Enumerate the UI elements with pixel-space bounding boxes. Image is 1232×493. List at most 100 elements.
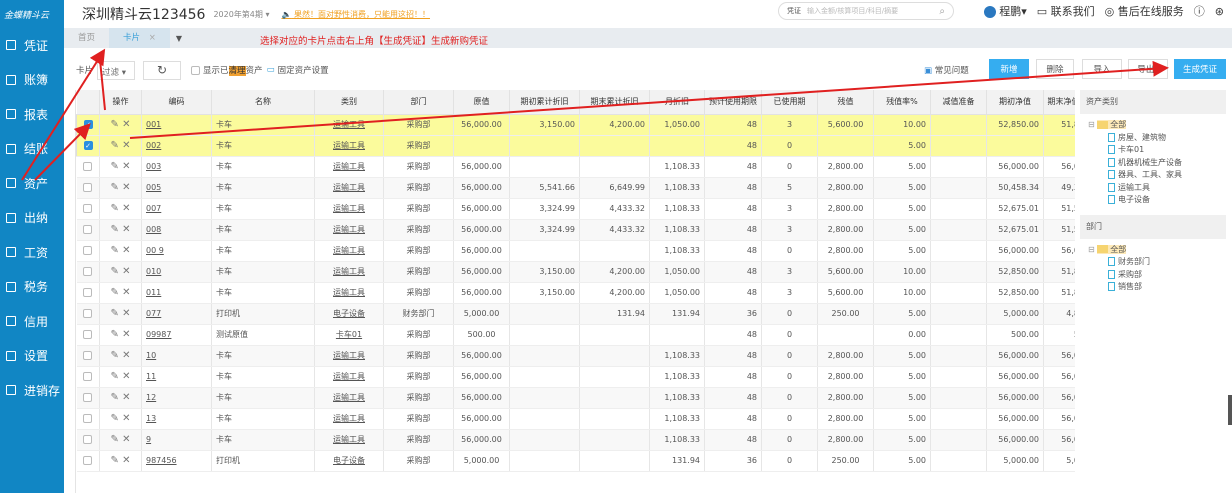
category-item[interactable]: 房屋、建筑物: [1088, 132, 1218, 145]
sidebar-item-6[interactable]: 工资: [0, 235, 64, 270]
card-code-link[interactable]: 008: [146, 225, 162, 234]
row-checkbox[interactable]: [83, 246, 93, 255]
column-header[interactable]: 原值: [453, 90, 510, 115]
delete-icon[interactable]: ✕: [122, 161, 131, 172]
category-item[interactable]: 运输工具: [1088, 182, 1218, 195]
column-header[interactable]: 操作: [99, 90, 142, 115]
delete-icon[interactable]: ✕: [122, 266, 131, 277]
user-menu[interactable]: 程鹏▾: [983, 3, 1027, 19]
row-checkbox[interactable]: [83, 288, 93, 297]
generate-voucher-button[interactable]: 生成凭证: [1174, 59, 1226, 79]
chevron-down-icon[interactable]: ▼: [175, 33, 183, 43]
delete-icon[interactable]: ✕: [122, 413, 131, 424]
edit-icon[interactable]: ✎: [110, 392, 119, 403]
sidebar-item-9[interactable]: 设置: [0, 339, 64, 374]
add-button[interactable]: 新增: [989, 59, 1029, 79]
collapse-icon[interactable]: ⊟: [1088, 244, 1095, 254]
delete-button[interactable]: 删除: [1036, 59, 1074, 79]
edit-icon[interactable]: ✎: [110, 350, 119, 361]
delete-icon[interactable]: ✕: [122, 140, 131, 151]
period-selector[interactable]: 2020年第4期 ▾: [213, 9, 270, 19]
show-cleared-checkbox[interactable]: [191, 65, 201, 75]
company-name[interactable]: 深圳精斗云123456: [82, 7, 206, 23]
sidebar-item-5[interactable]: 出纳: [0, 201, 64, 236]
column-header[interactable]: 部门: [383, 90, 454, 115]
export-button[interactable]: 导出▾: [1128, 59, 1168, 79]
collapse-icon[interactable]: ⊟: [1088, 120, 1095, 129]
table-row[interactable]: ✎ ✕ 00 9 卡车 运输工具 采购部 56,000.00 1,108.33 48 0 2,80…: [76, 240, 1075, 262]
more-icon[interactable]: ⊛: [1214, 4, 1224, 18]
scrollbar[interactable]: [1228, 395, 1232, 425]
delete-icon[interactable]: ✕: [122, 350, 131, 361]
column-header[interactable]: 期初累计折旧: [509, 90, 580, 115]
delete-icon[interactable]: ✕: [122, 329, 131, 340]
edit-icon[interactable]: ✎: [110, 329, 119, 340]
column-header[interactable]: 残值: [817, 90, 874, 115]
card-code-link[interactable]: 011: [146, 288, 162, 297]
edit-icon[interactable]: ✎: [110, 203, 119, 214]
close-icon[interactable]: ×: [148, 33, 156, 43]
card-code-link[interactable]: 13: [146, 414, 157, 423]
column-header[interactable]: 残值率%: [873, 90, 931, 115]
edit-icon[interactable]: ✎: [110, 119, 119, 130]
row-checkbox[interactable]: [83, 309, 93, 318]
table-row[interactable]: ✎ ✕ 011 卡车 运输工具 采购部 56,000.00 3,150.00 4,200.00…: [76, 282, 1075, 304]
card-code-link[interactable]: 12: [146, 393, 157, 402]
filter-select[interactable]: 过滤 ▾: [97, 60, 136, 80]
edit-icon[interactable]: ✎: [110, 182, 119, 193]
service-button[interactable]: ◎ 售后在线服务: [1105, 3, 1184, 19]
row-checkbox[interactable]: [83, 162, 93, 171]
row-checkbox[interactable]: [83, 456, 93, 465]
sidebar-item-2[interactable]: 报表: [0, 97, 64, 132]
row-checkbox[interactable]: [83, 204, 93, 213]
column-header[interactable]: 期初净值: [986, 90, 1044, 115]
edit-icon[interactable]: ✎: [110, 413, 119, 424]
delete-icon[interactable]: ✕: [122, 392, 131, 403]
category-item[interactable]: 机器机械生产设备: [1088, 157, 1218, 170]
delete-icon[interactable]: ✕: [122, 287, 131, 298]
refresh-button[interactable]: ↻: [143, 60, 182, 80]
card-code-link[interactable]: 002: [146, 141, 162, 150]
card-code-link[interactable]: 007: [146, 204, 162, 213]
table-row[interactable]: ✎ ✕ 003 卡车 运输工具 采购部 56,000.00 1,108.33 48 0 2,800…: [76, 156, 1075, 178]
edit-icon[interactable]: ✎: [110, 287, 119, 298]
row-checkbox[interactable]: [83, 414, 93, 423]
edit-icon[interactable]: ✎: [110, 161, 119, 172]
column-header[interactable]: 期末累计折旧: [579, 90, 650, 115]
table-row[interactable]: ✓ ✎ ✕ 001 卡车 运输工具 采购部 56,000.00 3,150.00 4,200.0…: [76, 114, 1075, 136]
table-row[interactable]: ✎ ✕ 13 卡车 运输工具 采购部 56,000.00 1,108.33 48 0 2,800.…: [76, 408, 1075, 430]
dept-item[interactable]: 财务部门: [1088, 256, 1218, 269]
table-row[interactable]: ✓ ✎ ✕ 002 卡车 运输工具 采购部 48 0 5.00: [76, 135, 1075, 157]
global-search[interactable]: 凭证 输入金额/核算项目/科目/摘要 ⌕: [778, 2, 954, 20]
column-header[interactable]: 减值准备: [930, 90, 987, 115]
edit-icon[interactable]: ✎: [110, 245, 119, 256]
sidebar-item-4[interactable]: 资产: [0, 166, 64, 201]
delete-icon[interactable]: ✕: [122, 455, 131, 466]
table-row[interactable]: ✎ ✕ 010 卡车 运输工具 采购部 56,000.00 3,150.00 4,200.00…: [76, 261, 1075, 283]
edit-icon[interactable]: ✎: [110, 266, 119, 277]
search-input[interactable]: 输入金额/核算项目/科目/摘要: [807, 7, 899, 15]
delete-icon[interactable]: ✕: [122, 224, 131, 235]
edit-icon[interactable]: ✎: [110, 455, 119, 466]
delete-icon[interactable]: ✕: [122, 308, 131, 319]
row-checkbox[interactable]: [83, 330, 93, 339]
row-checkbox[interactable]: [83, 351, 93, 360]
column-header[interactable]: 编码: [141, 90, 212, 115]
card-code-link[interactable]: 00 9: [146, 246, 164, 255]
delete-icon[interactable]: ✕: [122, 245, 131, 256]
table-row[interactable]: ✎ ✕ 09987 测试原值 卡车01 采购部 500.00 48 0 0.00 500.00 5: [76, 324, 1075, 346]
card-code-link[interactable]: 010: [146, 267, 162, 276]
delete-icon[interactable]: ✕: [122, 434, 131, 445]
faq-link[interactable]: ▣ 常见问题: [924, 64, 969, 76]
table-row[interactable]: ✎ ✕ 12 卡车 运输工具 采购部 56,000.00 1,108.33 48 0 2,800.…: [76, 387, 1075, 409]
card-code-link[interactable]: 005: [146, 183, 162, 192]
import-button[interactable]: 导入: [1082, 59, 1122, 79]
column-header[interactable]: 月折旧: [649, 90, 705, 115]
help-icon[interactable]: ⓘ: [1193, 5, 1205, 18]
category-item[interactable]: 卡车01: [1088, 144, 1218, 157]
sidebar-item-8[interactable]: 信用: [0, 304, 64, 339]
tab-home[interactable]: 首页: [78, 33, 96, 43]
category-item[interactable]: 电子设备: [1088, 194, 1218, 207]
row-checkbox[interactable]: [83, 372, 93, 381]
delete-icon[interactable]: ✕: [122, 371, 131, 382]
